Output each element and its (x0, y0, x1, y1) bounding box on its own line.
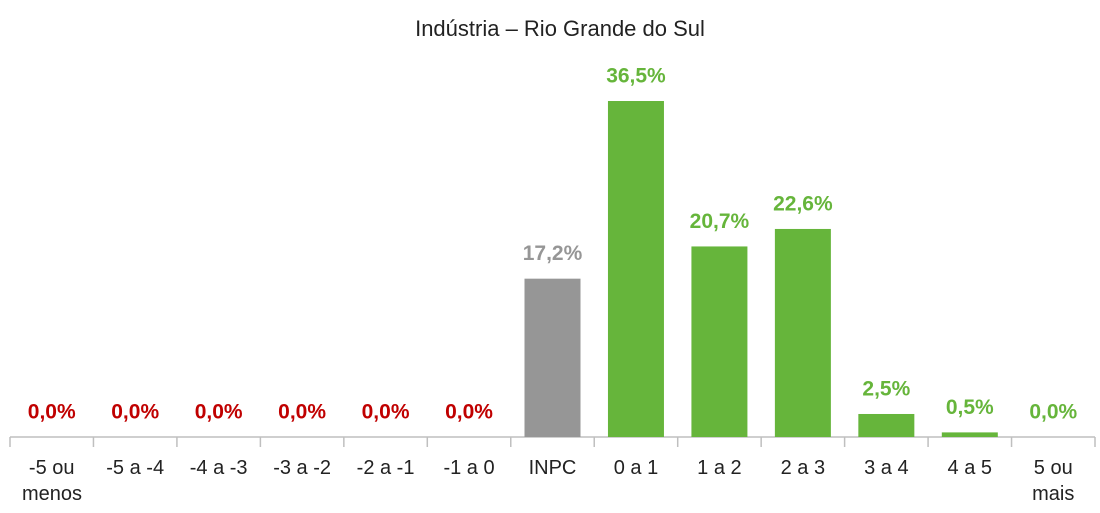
x-tick-label: 4 a 5 (947, 457, 993, 479)
value-label: 0,0% (362, 401, 410, 424)
value-label: 36,5% (606, 65, 666, 88)
chart-title: Indústria – Rio Grande do Sul (415, 16, 705, 41)
bar (607, 101, 664, 437)
value-label: 20,7% (690, 210, 750, 233)
value-label: 0,0% (1029, 401, 1077, 424)
x-tick-label: 2 a 3 (780, 457, 826, 479)
value-label: 0,0% (278, 401, 326, 424)
x-tick-label: -3 a -2 (273, 457, 331, 479)
value-label: 2,5% (862, 378, 910, 401)
x-tick-label: -4 a -3 (189, 457, 248, 479)
value-label: 0,0% (445, 401, 493, 424)
value-label: 0,0% (28, 401, 76, 424)
x-tick-label: 1 a 2 (697, 457, 742, 479)
bar (774, 228, 831, 437)
value-label: 22,6% (773, 193, 833, 216)
bar (691, 246, 748, 437)
x-tick-label: 5 ou mais (1032, 457, 1075, 505)
value-label: 0,0% (111, 401, 159, 424)
x-tick-label: 3 a 4 (864, 457, 909, 479)
bar (858, 413, 915, 437)
x-tick-label: -5 a -4 (106, 457, 165, 479)
x-tick-label: 0 a 1 (613, 457, 659, 479)
x-tick-label: INPC (528, 457, 577, 479)
bar (941, 432, 998, 437)
x-tick-label: -5 ou menos (22, 457, 83, 505)
bar (524, 278, 581, 437)
value-label: 17,2% (523, 242, 583, 265)
value-label: 0,5% (946, 396, 994, 419)
x-tick-label: -2 a -1 (356, 457, 415, 479)
x-tick-label: -1 a 0 (443, 457, 495, 479)
value-label: 0,0% (195, 401, 243, 424)
